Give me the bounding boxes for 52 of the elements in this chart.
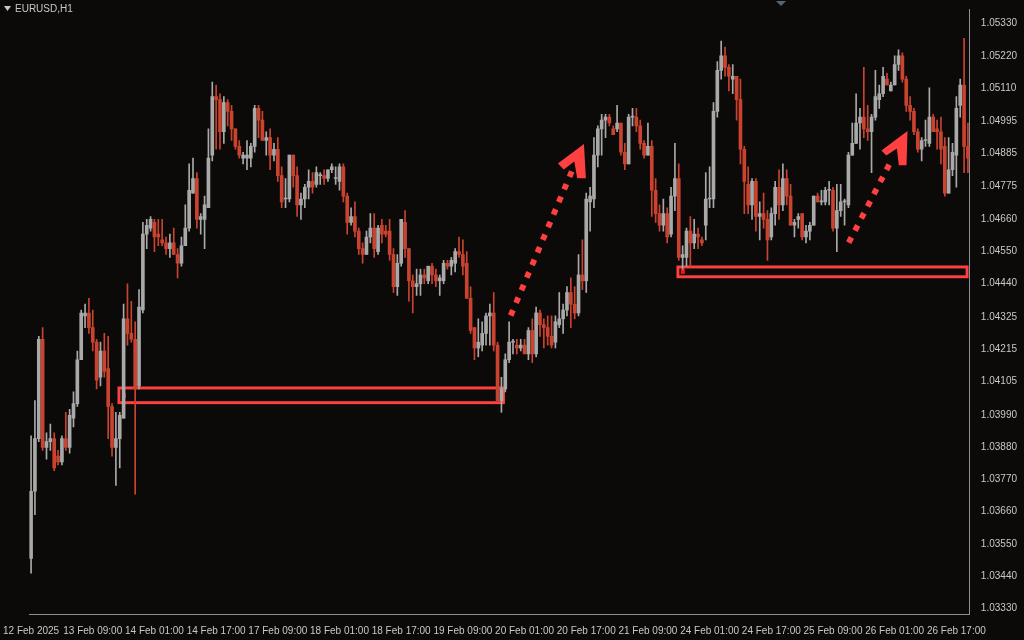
y-tick-label: 1.04775 — [980, 179, 1018, 191]
x-tick-label: 26 Feb 17:00 — [926, 624, 987, 636]
y-tick-label: 1.05110 — [980, 81, 1017, 93]
candlestick — [827, 181, 831, 206]
x-tick-label: 26 Feb 01:00 — [865, 624, 925, 636]
x-tick-label: 14 Feb 17:00 — [186, 624, 247, 636]
x-tick-label: 20 Feb 17:00 — [556, 624, 617, 636]
y-tick-label: 1.03440 — [980, 569, 1018, 581]
candlestick — [696, 227, 700, 249]
y-tick-label: 1.03330 — [980, 601, 1018, 613]
candlestick — [63, 412, 68, 451]
y-tick-label: 1.05330 — [980, 17, 1018, 29]
y-tick-label: 1.03770 — [980, 473, 1018, 485]
x-tick-label: 21 Feb 09:00 — [618, 624, 678, 636]
candlestick — [245, 140, 249, 171]
candlestick — [757, 201, 762, 241]
candlestick — [264, 131, 269, 156]
candlestick — [862, 67, 866, 138]
candlestick — [318, 172, 323, 185]
candlestick — [214, 84, 218, 150]
candlestick — [488, 303, 492, 346]
y-tick-label: 1.04995 — [980, 115, 1018, 127]
x-tick-label: 24 Feb 17:00 — [741, 624, 802, 636]
y-tick-label: 1.03880 — [980, 441, 1018, 453]
y-tick-label: 1.04105 — [980, 375, 1018, 387]
x-tick-label: 18 Feb 01:00 — [310, 624, 370, 636]
candlestick — [322, 169, 326, 185]
y-tick-label: 1.04660 — [980, 213, 1018, 225]
y-tick-label: 1.03550 — [980, 537, 1018, 549]
y-tick-label: 1.03990 — [980, 409, 1018, 421]
candlestick — [114, 412, 118, 486]
x-tick-label: 20 Feb 01:00 — [495, 624, 555, 636]
x-tick-label: 14 Feb 01:00 — [124, 624, 185, 636]
candlestick — [615, 105, 619, 133]
x-tick-label: 18 Feb 17:00 — [371, 624, 432, 636]
x-tick-label: 13 Feb 09:00 — [63, 624, 123, 636]
x-tick-label: 19 Feb 09:00 — [433, 624, 493, 636]
candlestick — [156, 219, 161, 247]
candlestick — [515, 338, 519, 355]
x-tick-label: 12 Feb 2025 — [2, 624, 60, 636]
y-tick-label: 1.04885 — [980, 147, 1018, 159]
chart-title: EURUSD,H1 — [15, 3, 73, 14]
y-tick-label: 1.04215 — [980, 343, 1018, 355]
y-tick-label: 1.05220 — [980, 49, 1018, 61]
y-tick-label: 1.04325 — [980, 311, 1018, 323]
x-tick-label: 17 Feb 09:00 — [248, 624, 308, 636]
x-tick-label: 24 Feb 01:00 — [680, 624, 740, 636]
y-tick-label: 1.04550 — [980, 245, 1018, 257]
x-tick-label: 25 Feb 09:00 — [803, 624, 863, 636]
candlestick — [422, 268, 427, 285]
y-tick-label: 1.03660 — [980, 505, 1018, 517]
y-tick-label: 1.04440 — [980, 277, 1018, 289]
